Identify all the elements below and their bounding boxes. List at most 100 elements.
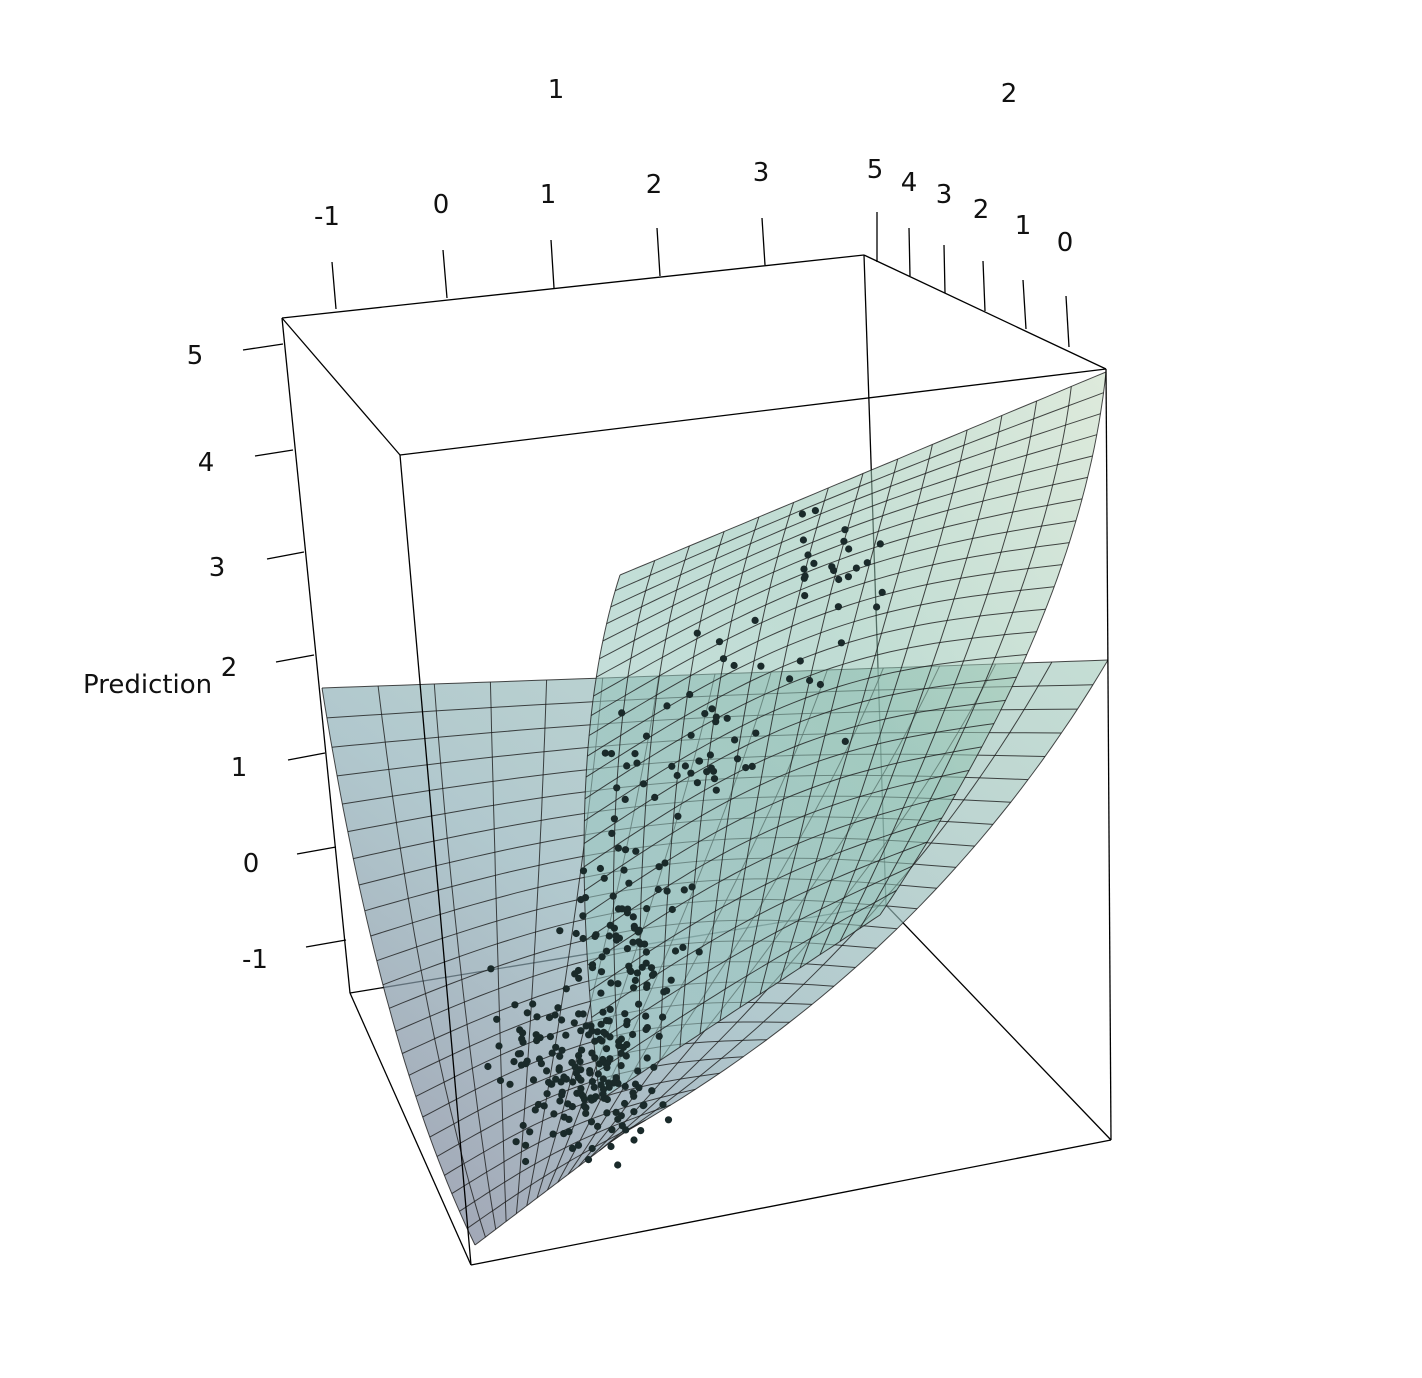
data-point xyxy=(651,793,659,802)
data-point xyxy=(708,705,716,713)
data-point xyxy=(517,1061,526,1069)
data-point xyxy=(551,1011,559,1019)
data-point xyxy=(484,1062,492,1071)
data-point xyxy=(830,566,838,575)
data-point xyxy=(587,1118,596,1126)
data-point xyxy=(619,1043,628,1051)
data-point xyxy=(588,1096,596,1104)
data-point xyxy=(512,1138,520,1146)
data-point xyxy=(639,780,648,788)
z-tick-label: -1 xyxy=(242,945,268,975)
data-point xyxy=(845,545,853,553)
data-point xyxy=(640,1101,648,1109)
mesh-line xyxy=(515,679,548,1214)
data-point xyxy=(799,536,808,544)
data-point xyxy=(605,1017,613,1025)
data-point xyxy=(610,815,619,823)
data-point xyxy=(674,812,682,820)
data-point xyxy=(835,575,843,584)
data-point xyxy=(626,966,634,975)
data-point xyxy=(585,1031,593,1039)
data-point xyxy=(581,894,590,902)
data-point xyxy=(617,1062,625,1070)
data-point xyxy=(629,913,637,921)
data-point xyxy=(556,927,564,935)
mesh-line xyxy=(759,458,899,995)
data-point xyxy=(612,932,620,940)
data-point xyxy=(638,963,646,971)
data-point xyxy=(579,912,587,920)
data-point xyxy=(555,1066,563,1074)
data-point xyxy=(723,714,731,722)
data-point xyxy=(873,603,881,611)
data-point xyxy=(569,1078,577,1086)
data-point xyxy=(487,965,495,973)
data-point xyxy=(841,737,849,746)
mesh-line xyxy=(613,560,656,1087)
data-point xyxy=(603,1064,611,1072)
data-point xyxy=(671,947,680,955)
data-point xyxy=(572,1069,581,1077)
data-point xyxy=(535,1055,544,1063)
data-point xyxy=(591,932,599,941)
data-point xyxy=(706,751,715,759)
tick-mark xyxy=(982,260,986,312)
data-point xyxy=(565,1115,573,1123)
mesh-line xyxy=(699,502,795,1034)
data-point xyxy=(596,1035,604,1043)
data-point xyxy=(634,1067,642,1075)
data-point xyxy=(621,846,630,854)
data-point xyxy=(748,762,756,771)
data-point xyxy=(624,905,632,913)
data-point xyxy=(804,551,812,559)
data-point xyxy=(602,1045,611,1053)
data-point xyxy=(572,929,580,938)
data-point xyxy=(562,1075,571,1083)
x-tick-label: 2 xyxy=(646,170,663,200)
data-point xyxy=(580,1095,589,1103)
tick-mark xyxy=(442,249,448,299)
box-front-edges xyxy=(281,317,1112,1266)
data-point xyxy=(622,1126,630,1134)
mesh-line xyxy=(799,429,968,969)
data-point xyxy=(618,709,626,717)
data-point xyxy=(594,1122,602,1130)
tick-marks xyxy=(242,212,1070,948)
surfaces-group xyxy=(321,371,1109,1246)
data-point xyxy=(617,1112,625,1120)
data-point xyxy=(578,1046,586,1054)
mesh-line xyxy=(859,386,1072,929)
data-point xyxy=(834,603,843,611)
data-point xyxy=(712,718,720,726)
mesh-line xyxy=(639,545,690,1074)
data-point xyxy=(731,736,739,744)
data-point xyxy=(610,924,619,932)
data-point xyxy=(496,1076,505,1085)
data-point xyxy=(607,750,616,758)
data-point xyxy=(558,1046,566,1054)
data-point xyxy=(841,526,849,534)
data-point xyxy=(580,1102,588,1110)
data-point xyxy=(529,1076,538,1084)
z-tick-label: 2 xyxy=(221,653,238,683)
data-point xyxy=(532,1031,540,1039)
mesh-line xyxy=(619,659,1109,1136)
y-tick-label: 1 xyxy=(1015,211,1032,241)
x-axis-ticks: -1 0 1 2 3 xyxy=(314,158,769,232)
data-point xyxy=(695,948,703,956)
data-point xyxy=(654,885,662,894)
data-point xyxy=(733,755,742,763)
data-point xyxy=(588,1144,596,1153)
data-point xyxy=(635,938,643,946)
x-tick-label: 0 xyxy=(433,190,450,220)
data-point xyxy=(586,1067,594,1075)
data-point xyxy=(687,769,695,777)
data-point xyxy=(534,1100,543,1109)
data-point xyxy=(641,940,649,948)
upper-surface xyxy=(583,371,1107,1101)
data-point xyxy=(688,883,696,891)
data-point xyxy=(574,1141,583,1149)
data-point xyxy=(613,784,621,792)
data-point xyxy=(608,829,616,838)
tick-mark xyxy=(550,239,555,289)
